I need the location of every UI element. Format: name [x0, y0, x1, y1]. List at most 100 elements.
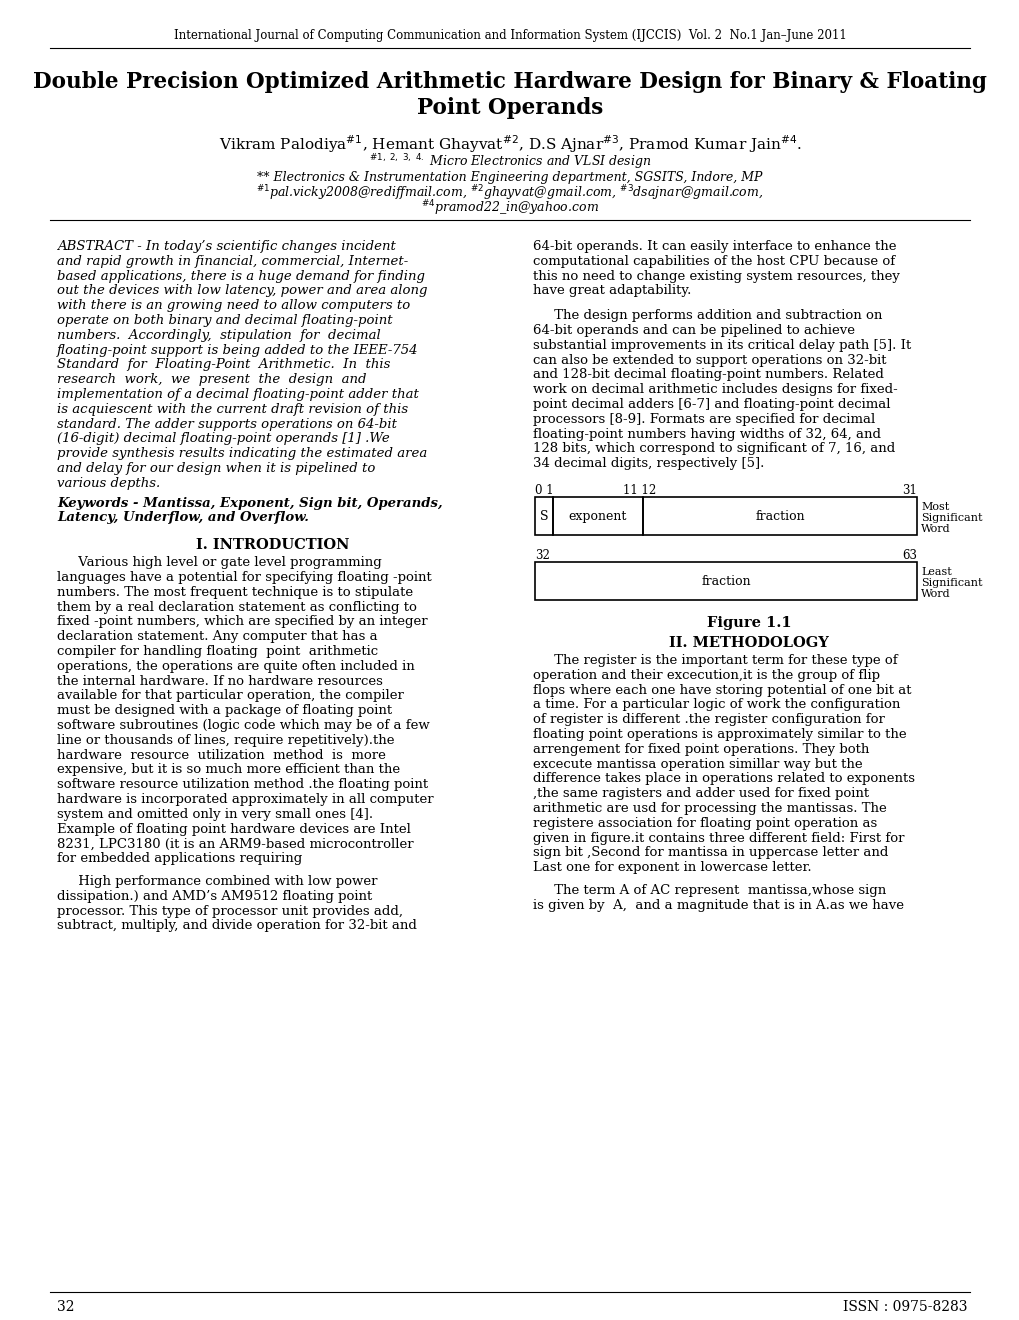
Text: S: S	[539, 510, 548, 523]
Text: software resource utilization method .the floating point: software resource utilization method .th…	[57, 779, 428, 791]
Text: hardware  resource  utilization  method  is  more: hardware resource utilization method is …	[57, 748, 385, 762]
Text: ISSN : 0975-8283: ISSN : 0975-8283	[843, 1300, 967, 1313]
Text: have great adaptability.: have great adaptability.	[533, 284, 691, 297]
Text: $^{\#1,\ 2,\ 3,\ 4.}$ Micro Electronics and VLSI design: $^{\#1,\ 2,\ 3,\ 4.}$ Micro Electronics …	[369, 152, 650, 172]
Text: numbers. The most frequent technique is to stipulate: numbers. The most frequent technique is …	[57, 586, 413, 599]
Text: out the devices with low latency, power and area along: out the devices with low latency, power …	[57, 284, 427, 297]
Text: The design performs addition and subtraction on: The design performs addition and subtrac…	[533, 309, 881, 322]
Text: 31: 31	[901, 484, 916, 498]
Text: Figure 1.1: Figure 1.1	[706, 616, 791, 630]
Text: floating point operations is approximately similar to the: floating point operations is approximate…	[533, 729, 906, 741]
Text: Least: Least	[920, 568, 951, 577]
Text: fraction: fraction	[754, 510, 804, 523]
Text: and delay for our design when it is pipelined to: and delay for our design when it is pipe…	[57, 462, 375, 475]
Text: them by a real declaration statement as conflicting to: them by a real declaration statement as …	[57, 601, 417, 614]
Text: 8231, LPC3180 (it is an ARM9-based microcontroller: 8231, LPC3180 (it is an ARM9-based micro…	[57, 837, 414, 850]
Text: difference takes place in operations related to exponents: difference takes place in operations rel…	[533, 772, 914, 785]
Text: and rapid growth in financial, commercial, Internet-: and rapid growth in financial, commercia…	[57, 255, 408, 268]
Text: hardware is incorporated approximately in all computer: hardware is incorporated approximately i…	[57, 793, 433, 807]
Text: dissipation.) and AMD’s AM9512 floating point: dissipation.) and AMD’s AM9512 floating …	[57, 890, 372, 903]
Text: of register is different .the register configuration for: of register is different .the register c…	[533, 713, 884, 726]
Text: compiler for handling floating  point  arithmetic: compiler for handling floating point ari…	[57, 645, 378, 657]
Text: Latency, Underflow, and Overflow.: Latency, Underflow, and Overflow.	[57, 511, 309, 524]
Bar	[535, 562, 916, 601]
Text: 34 decimal digits, respectively [5].: 34 decimal digits, respectively [5].	[533, 457, 763, 470]
Text: exponent: exponent	[569, 510, 627, 523]
Text: 63: 63	[901, 549, 916, 562]
Text: a time. For a particular logic of work the configuration: a time. For a particular logic of work t…	[533, 698, 900, 711]
Text: Significant: Significant	[920, 578, 981, 587]
Bar	[552, 498, 642, 535]
Text: The register is the important term for these type of: The register is the important term for t…	[533, 653, 897, 667]
Text: subtract, multiply, and divide operation for 32-bit and: subtract, multiply, and divide operation…	[57, 920, 417, 932]
Text: provide synthesis results indicating the estimated area: provide synthesis results indicating the…	[57, 447, 427, 461]
Text: available for that particular operation, the compiler: available for that particular operation,…	[57, 689, 404, 702]
Text: Vikram Palodiya$^{\#1}$, Hemant Ghayvat$^{\#2}$, D.S Ajnar$^{\#3}$, Pramod Kumar: Vikram Palodiya$^{\#1}$, Hemant Ghayvat$…	[218, 133, 801, 154]
Text: substantial improvements in its critical delay path [5]. It: substantial improvements in its critical…	[533, 339, 910, 352]
Text: given in figure.it contains three different field: First for: given in figure.it contains three differ…	[533, 832, 904, 845]
Text: operation and their excecution,it is the group of flip: operation and their excecution,it is the…	[533, 669, 879, 682]
Bar	[535, 498, 552, 535]
Text: floating-point numbers having widths of 32, 64, and: floating-point numbers having widths of …	[533, 428, 880, 441]
Text: numbers.  Accordingly,  stipulation  for  decimal: numbers. Accordingly, stipulation for de…	[57, 329, 380, 342]
Text: Last one for exponent in lowercase letter.: Last one for exponent in lowercase lette…	[533, 861, 811, 874]
Text: software subroutines (logic code which may be of a few: software subroutines (logic code which m…	[57, 719, 429, 733]
Text: point decimal adders [6-7] and floating-point decimal: point decimal adders [6-7] and floating-…	[533, 399, 890, 411]
Text: line or thousands of lines, require repetitively).the: line or thousands of lines, require repe…	[57, 734, 394, 747]
Text: registere association for floating point operation as: registere association for floating point…	[533, 817, 876, 830]
Text: I. INTRODUCTION: I. INTRODUCTION	[196, 539, 350, 552]
Text: Keywords - Mantissa, Exponent, Sign bit, Operands,: Keywords - Mantissa, Exponent, Sign bit,…	[57, 496, 442, 510]
Text: Point Operands: Point Operands	[417, 96, 602, 119]
Text: Word: Word	[920, 589, 950, 599]
Text: Word: Word	[920, 524, 950, 535]
Text: Various high level or gate level programming: Various high level or gate level program…	[57, 556, 381, 569]
Bar	[642, 498, 916, 535]
Text: 64-bit operands. It can easily interface to enhance the: 64-bit operands. It can easily interface…	[533, 240, 896, 253]
Text: $^{\#1}$pal.vicky2008@rediffmail.com, $^{\#2}$ghayvat@gmail.com, $^{\#3}$dsajnar: $^{\#1}$pal.vicky2008@rediffmail.com, $^…	[256, 183, 763, 203]
Text: is given by  A,  and a magnitude that is in A.as we have: is given by A, and a magnitude that is i…	[533, 899, 903, 912]
Text: various depths.: various depths.	[57, 477, 160, 490]
Text: Example of floating point hardware devices are Intel: Example of floating point hardware devic…	[57, 822, 411, 836]
Text: and 128-bit decimal floating-point numbers. Related: and 128-bit decimal floating-point numbe…	[533, 368, 883, 381]
Text: arrengement for fixed point operations. They both: arrengement for fixed point operations. …	[533, 743, 868, 756]
Text: is acquiescent with the current draft revision of this: is acquiescent with the current draft re…	[57, 403, 408, 416]
Text: declaration statement. Any computer that has a: declaration statement. Any computer that…	[57, 630, 377, 643]
Text: ABSTRACT - In today’s scientific changes incident: ABSTRACT - In today’s scientific changes…	[57, 240, 395, 253]
Text: work on decimal arithmetic includes designs for fixed-: work on decimal arithmetic includes desi…	[533, 383, 897, 396]
Text: processor. This type of processor unit provides add,: processor. This type of processor unit p…	[57, 904, 403, 917]
Text: excecute mantissa operation simillar way but the: excecute mantissa operation simillar way…	[533, 758, 862, 771]
Text: (16-digit) decimal floating-point operands [1] .We: (16-digit) decimal floating-point operan…	[57, 433, 389, 445]
Text: operations, the operations are quite often included in: operations, the operations are quite oft…	[57, 660, 415, 673]
Text: 11 12: 11 12	[623, 484, 655, 498]
Text: ,the same ragisters and adder used for fixed point: ,the same ragisters and adder used for f…	[533, 787, 868, 800]
Text: The term A of AC represent  mantissa,whose sign: The term A of AC represent mantissa,whos…	[533, 884, 886, 898]
Text: sign bit ,Second for mantissa in uppercase letter and: sign bit ,Second for mantissa in upperca…	[533, 846, 888, 859]
Text: based applications, there is a huge demand for finding: based applications, there is a huge dema…	[57, 269, 425, 282]
Text: this no need to change existing system resources, they: this no need to change existing system r…	[533, 269, 899, 282]
Text: flops where each one have storing potential of one bit at: flops where each one have storing potent…	[533, 684, 911, 697]
Text: 32: 32	[57, 1300, 74, 1313]
Text: can also be extended to support operations on 32-bit: can also be extended to support operatio…	[533, 354, 886, 367]
Text: fraction: fraction	[700, 574, 750, 587]
Text: fixed -point numbers, which are specified by an integer: fixed -point numbers, which are specifie…	[57, 615, 427, 628]
Text: II. METHODOLOGY: II. METHODOLOGY	[668, 636, 828, 649]
Text: 0 1: 0 1	[535, 484, 553, 498]
Text: International Journal of Computing Communication and Information System (IJCCIS): International Journal of Computing Commu…	[173, 29, 846, 42]
Text: $^{\#4}$pramod22_in@yahoo.com: $^{\#4}$pramod22_in@yahoo.com	[421, 198, 598, 218]
Text: the internal hardware. If no hardware resources: the internal hardware. If no hardware re…	[57, 675, 382, 688]
Text: 32: 32	[535, 549, 549, 562]
Text: research  work,  we  present  the  design  and: research work, we present the design and	[57, 374, 366, 387]
Text: languages have a potential for specifying floating -point: languages have a potential for specifyin…	[57, 572, 431, 583]
Text: High performance combined with low power: High performance combined with low power	[57, 875, 377, 888]
Text: Most: Most	[920, 502, 949, 512]
Text: processors [8-9]. Formats are specified for decimal: processors [8-9]. Formats are specified …	[533, 413, 874, 426]
Text: floating-point support is being added to the IEEE-754: floating-point support is being added to…	[57, 343, 418, 356]
Text: arithmetic are usd for processing the mantissas. The: arithmetic are usd for processing the ma…	[533, 803, 886, 814]
Text: with there is an growing need to allow computers to: with there is an growing need to allow c…	[57, 300, 410, 313]
Text: 128 bits, which correspond to significant of 7, 16, and: 128 bits, which correspond to significan…	[533, 442, 895, 455]
Text: expensive, but it is so much more efficient than the: expensive, but it is so much more effici…	[57, 763, 399, 776]
Text: must be designed with a package of floating point: must be designed with a package of float…	[57, 704, 391, 717]
Text: operate on both binary and decimal floating-point: operate on both binary and decimal float…	[57, 314, 392, 327]
Text: implementation of a decimal floating-point adder that: implementation of a decimal floating-poi…	[57, 388, 419, 401]
Text: standard. The adder supports operations on 64-bit: standard. The adder supports operations …	[57, 417, 396, 430]
